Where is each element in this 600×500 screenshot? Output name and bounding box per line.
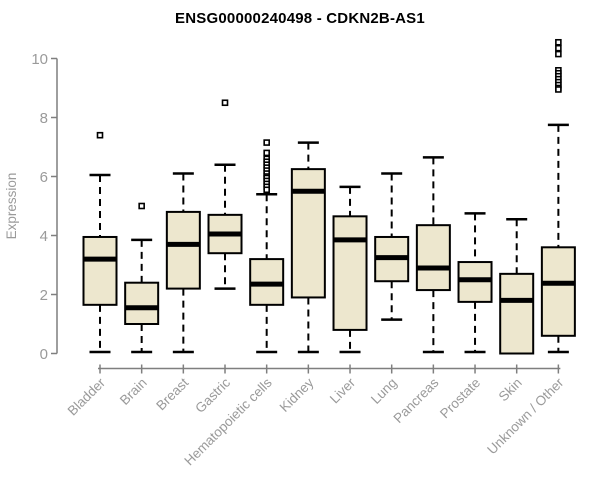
box-iqr	[290, 168, 326, 299]
box-iqr	[82, 235, 118, 306]
y-tick-label: 4	[40, 228, 48, 245]
outlier-point	[555, 50, 562, 58]
x-tick-label: Kidney	[277, 375, 317, 415]
outlier-point	[96, 131, 104, 139]
outlier-point	[263, 139, 270, 146]
box-iqr	[415, 224, 451, 292]
box-iqr	[332, 215, 368, 331]
box-iqr	[540, 246, 576, 337]
x-tick-label: Lung	[368, 375, 400, 407]
outlier-point	[221, 99, 229, 107]
y-tick-label: 10	[31, 51, 48, 68]
outlier-point	[555, 44, 562, 52]
x-tick-label: Prostate	[437, 375, 483, 421]
box-iqr	[124, 281, 160, 326]
outlier-point	[263, 149, 270, 157]
x-tick-label: Breast	[153, 375, 191, 413]
x-tick-label: Unknown / Other	[484, 375, 567, 458]
x-tick-label: Bladder	[65, 375, 109, 419]
x-tick-label: Skin	[496, 375, 525, 404]
y-tick-label: 0	[40, 346, 48, 363]
x-tick-label: Brain	[117, 375, 150, 408]
chart-title: ENSG00000240498 - CDKN2B-AS1	[175, 10, 425, 27]
x-tick-label: Pancreas	[391, 375, 442, 426]
box-iqr	[165, 210, 201, 290]
box-iqr	[499, 272, 535, 355]
x-tick-label: Liver	[327, 375, 359, 407]
outlier-point	[555, 38, 562, 46]
y-tick-label: 6	[40, 169, 48, 186]
x-tick-label: Gastric	[192, 375, 233, 416]
y-tick-label: 8	[40, 110, 48, 127]
y-tick-label: 2	[40, 287, 48, 304]
outlier-point	[263, 186, 270, 194]
outlier-point	[555, 86, 562, 93]
y-axis-title: Expression	[4, 173, 19, 240]
outlier-point	[138, 202, 145, 210]
